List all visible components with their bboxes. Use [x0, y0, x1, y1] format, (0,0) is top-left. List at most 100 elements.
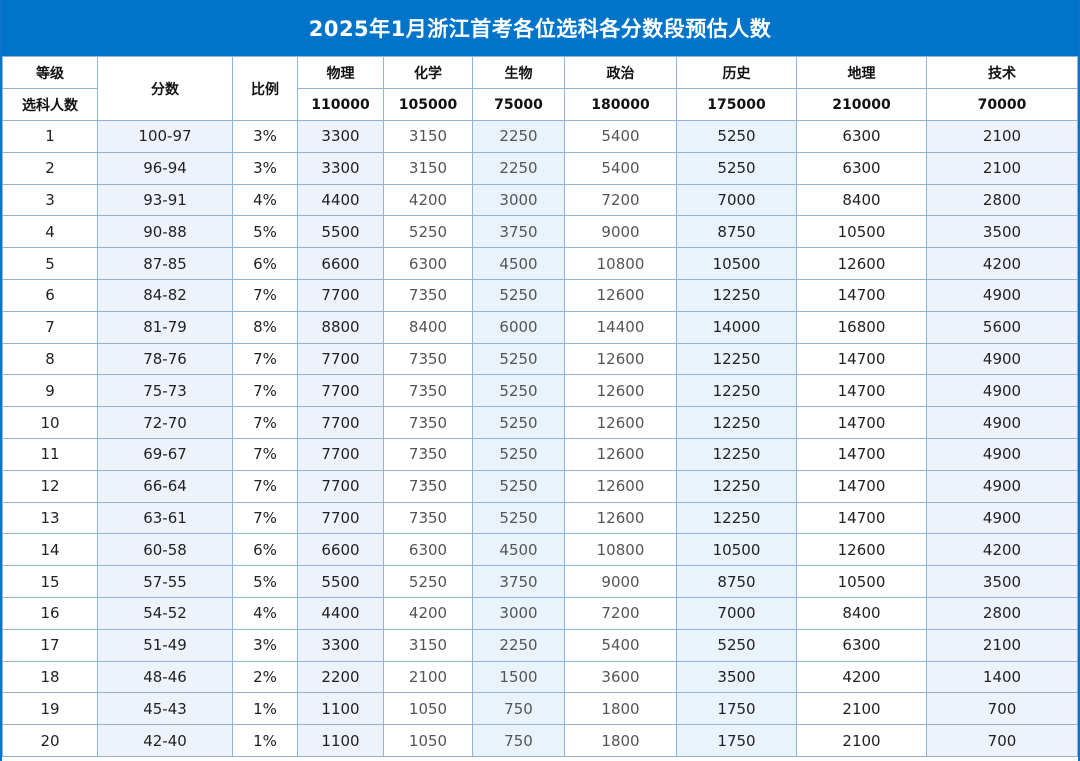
count-cell: 1100: [297, 692, 384, 726]
count-cell: 6300: [383, 247, 473, 280]
score-cell: 78-76: [97, 342, 233, 376]
table-row: 13 63-61 7% 7700 7350 5250 12600 12250 14700 4900: [2, 501, 1078, 535]
count-cell: 3750: [472, 215, 565, 249]
subject-header: 生物: [472, 56, 565, 89]
score-cell: 75-73: [97, 374, 233, 408]
grade-cell: 6: [2, 278, 98, 312]
ratio-cell: 4%: [232, 596, 298, 630]
table-row: 7 81-79 8% 8800 8400 6000 14400 14000 16800 5600: [2, 310, 1078, 344]
count-cell: 7700: [297, 437, 384, 471]
count-cell: 2250: [472, 120, 565, 153]
count-cell: 4900: [926, 437, 1078, 471]
score-cell: 90-88: [97, 215, 233, 249]
subject-total: 75000: [472, 88, 565, 121]
ratio-cell: 8%: [232, 310, 298, 344]
score-header: 分数: [97, 56, 233, 121]
subject-total: 175000: [676, 88, 797, 121]
subject-total: 180000: [564, 88, 677, 121]
count-cell: 4900: [926, 278, 1078, 312]
count-cell: 5250: [472, 501, 565, 535]
count-cell: 7350: [383, 374, 473, 408]
count-cell: 3150: [383, 120, 473, 153]
ratio-header: 比例: [232, 56, 298, 121]
count-cell: 1400: [926, 660, 1078, 694]
count-cell: 7350: [383, 469, 473, 503]
count-cell: 3000: [472, 596, 565, 630]
table-row: 8 78-76 7% 7700 7350 5250 12600 12250 14700 4900: [2, 342, 1078, 376]
count-cell: 700: [926, 724, 1078, 757]
count-cell: 5250: [383, 565, 473, 598]
table-row: 17 51-49 3% 3300 3150 2250 5400 5250 6300 2100: [2, 628, 1078, 662]
count-cell: 7350: [383, 342, 473, 376]
score-cell: 51-49: [97, 628, 233, 662]
ratio-cell: 7%: [232, 278, 298, 312]
count-cell: 3500: [926, 215, 1078, 249]
score-cell: 45-43: [97, 692, 233, 726]
count-cell: 7000: [676, 596, 797, 630]
count-cell: 6300: [796, 628, 927, 662]
count-cell: 14700: [796, 501, 927, 535]
count-cell: 12600: [564, 374, 677, 408]
subject-header: 地理: [796, 56, 927, 89]
table-row: 9 75-73 7% 7700 7350 5250 12600 12250 14700 4900: [2, 374, 1078, 408]
count-cell: 4900: [926, 406, 1078, 439]
count-cell: 7350: [383, 437, 473, 471]
count-cell: 6300: [383, 533, 473, 567]
count-cell: 16800: [796, 310, 927, 344]
count-cell: 4500: [472, 533, 565, 567]
table-row: 2 96-94 3% 3300 3150 2250 5400 5250 6300 2100: [2, 151, 1078, 185]
grade-cell: 14: [2, 533, 98, 567]
count-cell: 2100: [926, 151, 1078, 185]
count-cell: 7700: [297, 278, 384, 312]
count-cell: 5400: [564, 628, 677, 662]
count-cell: 12250: [676, 278, 797, 312]
score-cell: 60-58: [97, 533, 233, 567]
count-cell: 3300: [297, 151, 384, 185]
count-cell: 14700: [796, 278, 927, 312]
count-cell: 3500: [926, 565, 1078, 598]
count-cell: 8750: [676, 215, 797, 249]
count-cell: 750: [472, 724, 565, 757]
count-cell: 5400: [564, 120, 677, 153]
enroll-header: 选科人数: [2, 88, 98, 121]
count-cell: 1100: [297, 724, 384, 757]
count-cell: 2100: [926, 628, 1078, 662]
subject-header: 历史: [676, 56, 797, 89]
count-cell: 12600: [796, 533, 927, 567]
count-cell: 4500: [472, 247, 565, 280]
count-cell: 2800: [926, 183, 1078, 217]
count-cell: 5250: [472, 278, 565, 312]
grade-cell: 17: [2, 628, 98, 662]
count-cell: 12250: [676, 406, 797, 439]
count-cell: 5250: [472, 469, 565, 503]
grade-cell: 15: [2, 565, 98, 598]
table-row: 16 54-52 4% 4400 4200 3000 7200 7000 8400 2800: [2, 596, 1078, 630]
ratio-cell: 7%: [232, 342, 298, 376]
count-cell: 14700: [796, 406, 927, 439]
count-cell: 2100: [383, 660, 473, 694]
count-cell: 8400: [796, 183, 927, 217]
count-cell: 6600: [297, 247, 384, 280]
count-cell: 7350: [383, 501, 473, 535]
count-cell: 12600: [564, 501, 677, 535]
table-row: 3 93-91 4% 4400 4200 3000 7200 7000 8400 2800: [2, 183, 1078, 217]
subject-header: 政治: [564, 56, 677, 89]
subject-total: 210000: [796, 88, 927, 121]
count-cell: 2200: [297, 660, 384, 694]
count-cell: 12600: [796, 247, 927, 280]
count-cell: 6000: [472, 310, 565, 344]
count-cell: 7700: [297, 374, 384, 408]
count-cell: 1750: [676, 692, 797, 726]
count-cell: 7350: [383, 278, 473, 312]
count-cell: 3600: [564, 660, 677, 694]
count-cell: 7200: [564, 596, 677, 630]
count-cell: 8400: [796, 596, 927, 630]
count-cell: 8800: [297, 310, 384, 344]
grade-cell: 20: [2, 724, 98, 757]
ratio-cell: 5%: [232, 215, 298, 249]
count-cell: 2100: [796, 724, 927, 757]
count-cell: 3150: [383, 628, 473, 662]
table-row: 11 69-67 7% 7700 7350 5250 12600 12250 14700 4900: [2, 437, 1078, 471]
count-cell: 5250: [676, 628, 797, 662]
count-cell: 5250: [472, 406, 565, 439]
